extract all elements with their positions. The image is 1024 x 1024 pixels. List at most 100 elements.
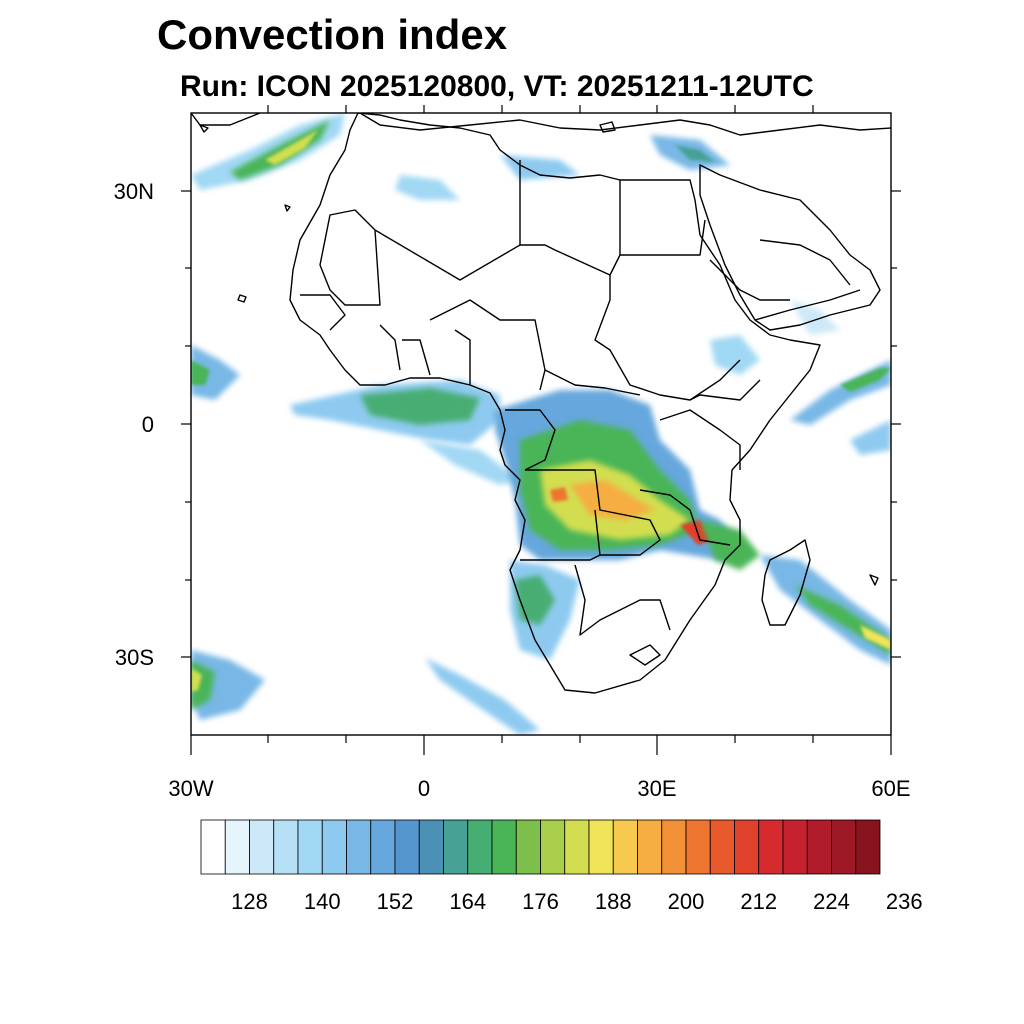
convection-field [191,113,891,735]
border-10 [520,554,601,561]
colorbar-swatch [831,819,857,875]
europe-coastline [359,113,891,136]
colorbar-swatch [709,819,735,875]
coastlines [191,113,891,694]
convection-ethiopia [710,335,760,375]
border-17 [379,324,401,371]
convection-arabian-dots [790,300,840,335]
madagascar-coastline [761,539,811,626]
colorbar-tick-label: 128 [231,889,268,914]
colorbar-swatch [612,819,638,875]
convection-gulf-guinea-core [360,388,480,425]
colorbar-tick-label: 176 [522,889,559,914]
border-6 [620,219,706,256]
island-4 [199,124,209,133]
chart-title: Convection index [157,11,508,58]
convection-west-atlantic-core [191,360,210,385]
border-18 [454,329,471,385]
lon-label-60e: 60E [871,776,911,801]
border-19 [629,644,661,666]
axis-ticks [181,105,901,755]
island-1 [237,294,247,303]
colorbar-tick-label: 236 [885,889,923,914]
colorbar [200,819,881,875]
colorbar-swatch [370,819,396,875]
arabia-coastline [699,164,881,331]
colorbar-swatch [249,819,275,875]
island-3 [599,121,616,133]
convection-madagascar-peak [860,625,891,650]
colorbar-swatch [297,819,323,875]
border-11 [574,564,671,636]
convection-south-atlantic-peak [191,668,202,692]
border-2 [374,180,621,281]
border-4 [429,299,546,391]
convection-south-atlantic [191,650,265,720]
colorbar-swatch [200,819,226,875]
border-20 [709,259,790,301]
lon-label-0: 0 [417,776,431,801]
colorbar-swatch [467,819,493,875]
colorbar-swatch [346,819,372,875]
border-14 [689,379,761,401]
colorbar-tick-label: 140 [303,889,341,914]
island-5 [869,574,879,586]
convection-west-atlantic [191,345,240,400]
colorbar-tick-label: 188 [594,889,632,914]
border-16 [402,339,431,376]
lon-label-30w: 30W [168,776,214,801]
convection-indian-ocean-ne [790,360,891,425]
colorbar-swatch [321,819,347,875]
colorbar-tick-label: 164 [449,889,487,914]
chart-subtitle: Run: ICON 2025120800, VT: 20251211-12UTC [180,70,814,103]
convection-atlantic-tail [420,440,520,485]
colorbar-swatch [491,819,517,875]
colorbar-swatch [734,819,760,875]
border-1 [319,209,381,306]
border-13 [659,409,741,470]
lat-label-30s: 30S [114,645,154,670]
lat-label-0: 0 [141,412,154,437]
colorbar-swatch [224,819,250,875]
colorbar-swatch [758,819,784,875]
colorbar-swatch [394,819,420,875]
colorbar-swatch [515,819,541,875]
convection-mediterranean [395,175,460,200]
border-12 [639,489,731,546]
border-8 [505,409,556,471]
colorbar-swatch [418,819,444,875]
border-22 [754,289,861,321]
convection-east-med-core [675,145,715,162]
border-21 [759,239,851,286]
border-7 [544,369,641,396]
colorbar-tick-label: 224 [813,889,850,914]
colorbar-swatch [273,819,299,875]
iberia-coastline [191,113,261,126]
colorbar-tick-label: 212 [740,889,778,914]
convection-south-atlantic-band [425,658,540,735]
convection-nw-atlantic-peak [265,130,318,165]
convection-indian-ocean-ne-core [840,368,891,392]
island-2 [284,204,291,212]
colorbar-swatch [782,819,808,875]
border-5 [594,275,741,401]
colorbar-swatch [685,819,711,875]
lat-label-30n: 30N [113,179,154,204]
border-9 [525,469,661,556]
colorbar-swatch [806,819,832,875]
lon-label-30e: 30E [637,776,677,801]
border-15 [300,294,346,331]
colorbar-swatch [588,819,614,875]
colorbar-swatch [637,819,663,875]
colorbar-swatch [661,819,687,875]
colorbar-swatch [540,819,566,875]
colorbar-tick-label: 152 [376,889,414,914]
convection-hotspot-red-2 [550,487,568,502]
convection-indian-ocean-e [850,420,891,455]
colorbar-swatch [443,819,469,875]
colorbar-swatch [855,819,881,875]
colorbar-swatch [564,819,590,875]
colorbar-tick-label: 200 [667,889,705,914]
convection-central-africa-orange [570,480,655,520]
